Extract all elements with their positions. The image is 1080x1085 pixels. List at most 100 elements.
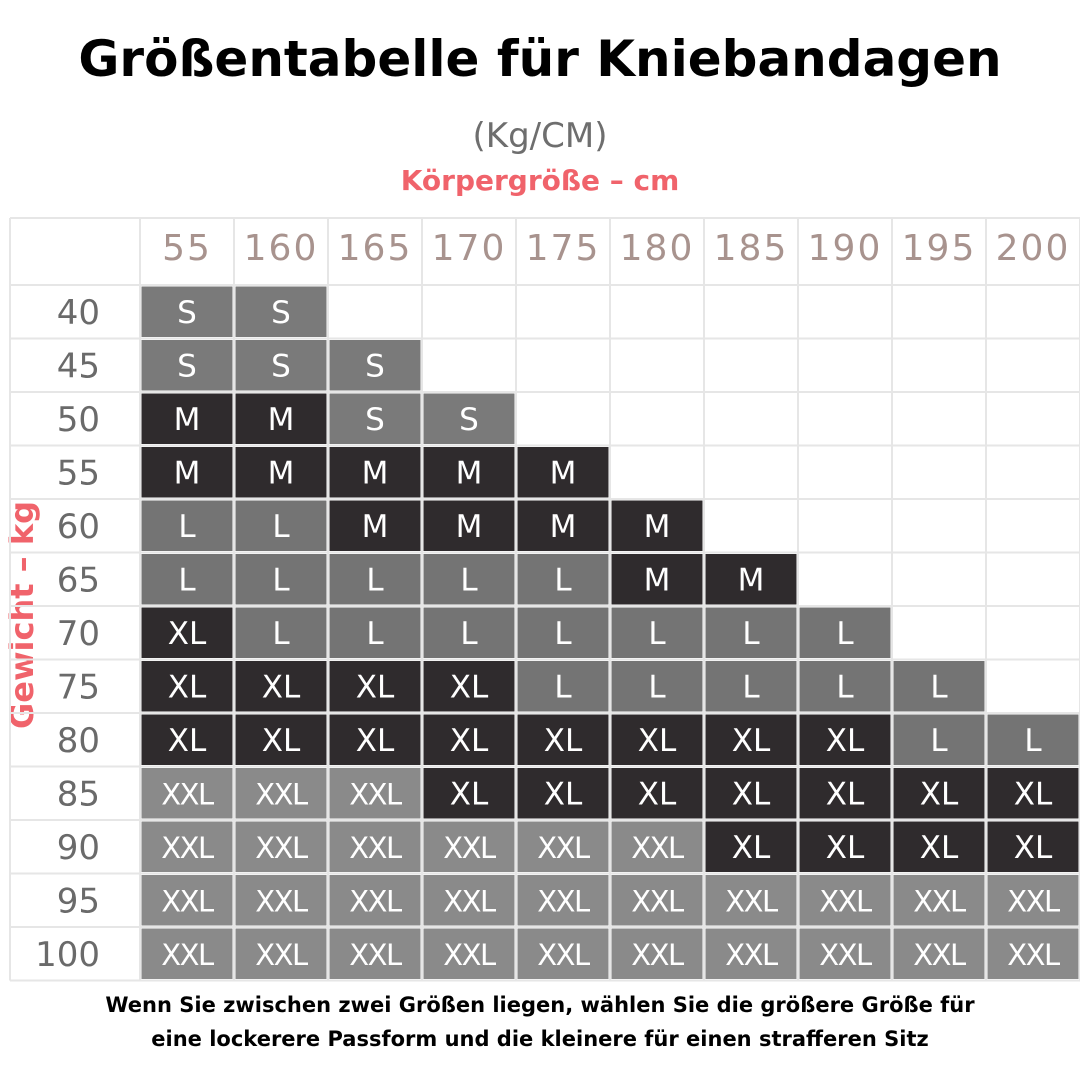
weight-row-label: 70 <box>57 614 100 654</box>
size-cell <box>611 661 703 712</box>
size-cell-label: L <box>554 616 572 652</box>
size-cell-label: M <box>456 455 483 491</box>
size-cell-label: L <box>366 616 384 652</box>
size-cell <box>235 447 327 498</box>
height-header-label: 55 <box>162 228 212 269</box>
size-cell <box>329 500 421 551</box>
size-cell-label: XXL <box>349 831 402 865</box>
size-cell-label: XL <box>168 723 207 759</box>
size-cell <box>799 714 891 765</box>
size-cell <box>235 393 327 444</box>
size-cell <box>517 447 609 498</box>
size-cell-label: XXL <box>1007 884 1060 918</box>
size-cell <box>235 821 327 872</box>
size-cell <box>799 768 891 819</box>
size-cell-label: S <box>177 295 197 331</box>
size-cell <box>517 554 609 605</box>
size-cell <box>705 607 797 658</box>
size-cell <box>987 928 1079 979</box>
size-cell <box>141 340 233 391</box>
size-cell-label: S <box>365 402 385 438</box>
size-cell <box>235 768 327 819</box>
size-cell <box>423 500 515 551</box>
size-cell-label: XXL <box>161 884 214 918</box>
size-cell-label: S <box>365 348 385 384</box>
size-cell <box>705 875 797 926</box>
size-cell <box>329 661 421 712</box>
size-cell-label: XL <box>450 669 489 705</box>
size-cell <box>893 714 985 765</box>
size-cell-label: XXL <box>537 884 590 918</box>
size-cell <box>423 768 515 819</box>
size-cell-label: XL <box>1014 830 1053 866</box>
size-cell <box>611 768 703 819</box>
size-cell <box>141 928 233 979</box>
size-cell-label: M <box>174 455 201 491</box>
size-cell <box>705 554 797 605</box>
size-cell <box>329 928 421 979</box>
weight-row-label: 90 <box>57 828 100 868</box>
size-cell <box>329 447 421 498</box>
size-cell <box>987 821 1079 872</box>
size-cell <box>141 393 233 444</box>
weight-row-label: 65 <box>57 560 100 600</box>
size-cell <box>141 500 233 551</box>
height-header-label: 190 <box>808 228 883 269</box>
size-cell <box>517 821 609 872</box>
size-cell-label: XXL <box>631 884 684 918</box>
fit-note-line-1: Wenn Sie zwischen zwei Größen liegen, wä… <box>105 993 975 1017</box>
size-cell-label: XL <box>544 776 583 812</box>
size-cell <box>705 821 797 872</box>
weight-row-label: 45 <box>57 346 100 386</box>
size-cell <box>235 607 327 658</box>
size-cell-label: XXL <box>349 777 402 811</box>
size-cell <box>141 661 233 712</box>
size-cell-label: M <box>268 402 295 438</box>
size-cell-label: S <box>271 348 291 384</box>
size-cell-label: XXL <box>443 884 496 918</box>
size-cell <box>235 500 327 551</box>
height-header-label: 200 <box>996 228 1071 269</box>
size-cell-label: XXL <box>255 777 308 811</box>
size-cell <box>423 928 515 979</box>
size-cell <box>423 554 515 605</box>
size-cell-label: XL <box>920 830 959 866</box>
size-cell-label: XL <box>826 776 865 812</box>
weight-row-label: 60 <box>57 507 100 547</box>
size-cell-label: XL <box>638 776 677 812</box>
size-cell-label: L <box>178 509 196 545</box>
size-cell-label: XXL <box>537 831 590 865</box>
size-cell-label: M <box>362 455 389 491</box>
size-cell-label: XXL <box>255 938 308 972</box>
size-cell-label: XL <box>450 776 489 812</box>
size-cell-label: XL <box>732 776 771 812</box>
height-header-label: 195 <box>902 228 977 269</box>
size-cell <box>329 875 421 926</box>
height-header-label: 180 <box>620 228 695 269</box>
size-cell-label: XXL <box>161 831 214 865</box>
size-cell <box>987 768 1079 819</box>
size-cell-label: S <box>459 402 479 438</box>
size-cell-label: S <box>271 295 291 331</box>
size-cell <box>141 554 233 605</box>
size-cell <box>893 661 985 712</box>
weight-row-label: 55 <box>57 453 100 493</box>
size-cell-label: XXL <box>913 938 966 972</box>
size-cell <box>141 447 233 498</box>
size-cell-label: L <box>460 562 478 598</box>
size-cell <box>893 928 985 979</box>
size-cell-label: L <box>554 562 572 598</box>
size-cell-label: XXL <box>443 831 496 865</box>
size-cell <box>423 661 515 712</box>
size-cell-label: XXL <box>913 884 966 918</box>
size-cell <box>987 714 1079 765</box>
size-cell <box>235 554 327 605</box>
size-cell-label: L <box>272 509 290 545</box>
size-cell <box>235 928 327 979</box>
size-cell <box>329 554 421 605</box>
size-cell <box>423 607 515 658</box>
size-cell <box>329 393 421 444</box>
size-cell <box>423 447 515 498</box>
